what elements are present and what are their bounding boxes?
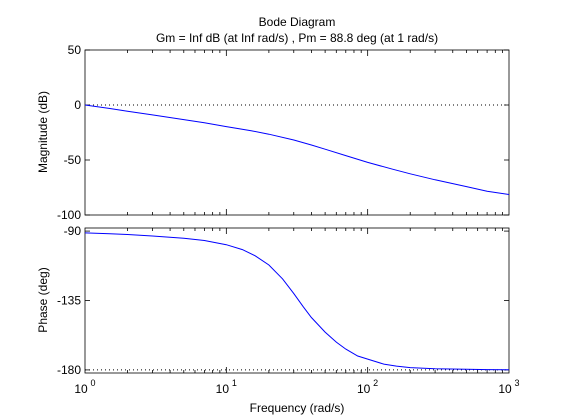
- chart-subtitle: Gm = Inf dB (at Inf rad/s) , Pm = 88.8 d…: [156, 31, 438, 45]
- x-tick-label: 10: [216, 382, 230, 396]
- y-tick-label: 0: [74, 98, 81, 112]
- phase-plot-area: [84, 227, 510, 374]
- magnitude-x-ticks: [127, 50, 503, 215]
- x-tick-label: 10: [498, 382, 512, 396]
- y-tick-label: -100: [57, 208, 81, 222]
- x-tick-label: 10: [74, 382, 88, 396]
- x-tick-label-exponent: 3: [514, 378, 519, 388]
- x-axis-label: Frequency (rad/s): [250, 401, 345, 415]
- y-tick-label: -135: [57, 294, 81, 308]
- x-tick-label-exponent: 1: [232, 378, 237, 388]
- y-tick-label: -180: [57, 363, 81, 377]
- y-tick-label: -50: [64, 153, 82, 167]
- y-tick-label: -90: [64, 224, 82, 238]
- y-tick-label: 50: [68, 43, 82, 57]
- x-tick-label-exponent: 2: [373, 378, 378, 388]
- magnitude-y-ticks: -100 -50 0 50: [57, 43, 509, 222]
- magnitude-series-line: [84, 104, 510, 195]
- phase-series-line: [84, 232, 510, 371]
- magnitude-axes: -100 -50 0 50 Magnitude (dB): [36, 43, 510, 222]
- x-tick-label: 10: [357, 382, 371, 396]
- phase-x-ticks: 10 0 10 1 10 2 10 3: [74, 228, 520, 396]
- magnitude-y-axis-label: Magnitude (dB): [36, 91, 50, 173]
- magnitude-plot-area: [84, 49, 510, 216]
- chart-title: Bode Diagram: [259, 15, 336, 29]
- x-tick-label-exponent: 0: [90, 378, 95, 388]
- phase-axes: -180-135-90 10 0 10 1 10 2 10 3 Phase (deg): [36, 224, 520, 396]
- phase-y-ticks: -180 -135 -90: [57, 224, 509, 377]
- phase-y-axis-label: Phase (deg): [36, 267, 50, 332]
